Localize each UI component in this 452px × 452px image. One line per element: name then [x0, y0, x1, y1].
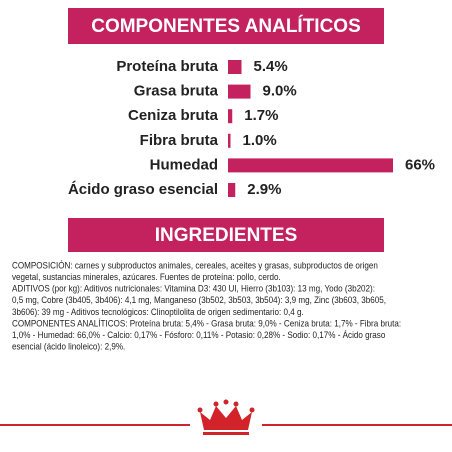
value-label: 1.7%: [244, 107, 278, 124]
ingredients-line: COMPONENTES ANALÍTICOS: Proteína bruta: …: [12, 318, 401, 329]
ingredients-line: 1,0% - Humedad: 66,0% - Calcio: 0,17% - …: [12, 330, 386, 341]
ingredients-line: COMPOSICIÓN: carnes y subproductos anima…: [12, 260, 378, 271]
bar: [228, 183, 236, 197]
ingredients-line: 3b606): 39 mg - Aditivos tecnológicos: C…: [12, 306, 304, 317]
category-label: Fibra bruta: [140, 132, 219, 149]
value-label: 1.0%: [243, 132, 277, 149]
value-label: 5.4%: [254, 58, 288, 75]
bar: [228, 84, 251, 99]
category-label: Ceniza bruta: [128, 107, 219, 124]
brand-logo: [197, 399, 255, 435]
category-label: Proteína bruta: [116, 58, 218, 75]
bar: [228, 133, 231, 148]
ingredients-text: COMPOSICIÓN: carnes y subproductos anima…: [12, 260, 401, 352]
ingredients-line: 0,5 mg, Cobre (3b405, 3b406): 4,1 mg, Ma…: [12, 295, 386, 306]
ingredients-line: ADITIVOS (por kg): Aditivos nutricionale…: [12, 283, 375, 294]
ingredients-line: vegetal, sustancias minerales, azúcares.…: [12, 272, 281, 283]
title-banner: [68, 8, 384, 44]
ingredients-banner: [68, 218, 384, 252]
ingredients-line: esencial (ácido linoleico): 2,9%.: [12, 341, 125, 352]
bar: [228, 60, 242, 74]
ingredients-title: INGREDIENTES: [155, 225, 298, 246]
category-label: Grasa bruta: [134, 83, 219, 100]
category-label: Humedad: [150, 156, 218, 173]
value-label: 2.9%: [247, 181, 281, 198]
bar: [228, 109, 233, 124]
bar: [228, 158, 393, 173]
category-label: Ácido graso esencial: [68, 181, 218, 198]
value-label: 66%: [405, 156, 435, 173]
value-label: 9.0%: [263, 83, 297, 100]
chart-title: COMPONENTES ANALÍTICOS: [91, 15, 361, 37]
